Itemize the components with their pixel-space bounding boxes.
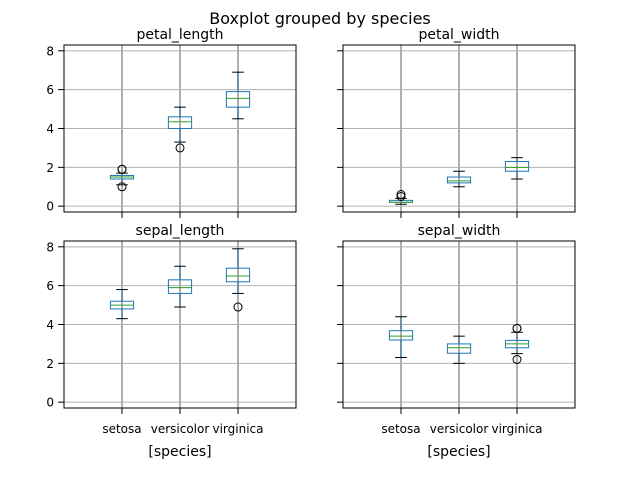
x-tick-label-versicolor: versicolor — [151, 422, 210, 436]
box-sepal-width-versicolor — [446, 335, 472, 364]
x-tick-label-versicolor: versicolor — [430, 422, 489, 436]
box-petal-length-virginica — [225, 71, 251, 120]
box-sepal-length-versicolor — [167, 265, 193, 308]
outlier-point — [512, 323, 522, 333]
subplot-title: petal_width — [418, 27, 499, 43]
outlier-point — [117, 164, 127, 174]
subplot-title: sepal_length — [136, 223, 225, 239]
x-tick-label-virginica: virginica — [213, 422, 264, 436]
box-petal-width-versicolor — [446, 170, 472, 188]
y-tick-label: 2 — [46, 357, 54, 371]
box-sepal-width-setosa — [388, 316, 414, 359]
box-sepal-length-virginica — [225, 248, 251, 312]
y-tick-label: 6 — [46, 83, 54, 97]
subplot-title: petal_length — [136, 27, 223, 43]
box-petal-width-setosa — [388, 190, 414, 205]
y-tick-label: 8 — [46, 44, 54, 58]
subplot-petal-length: 0 2 4 6 8 petal_length — [46, 27, 297, 218]
outlier-point — [396, 190, 406, 200]
box-iqr — [388, 330, 414, 341]
box-petal-width-virginica — [504, 157, 530, 180]
x-axis-label-left: [species] — [148, 444, 211, 460]
x-tick-label-setosa: setosa — [381, 422, 420, 436]
outlier-point — [175, 143, 185, 153]
subplot-sepal-width: setosa versicolor virginica sepal_width — [337, 223, 576, 436]
subplot-title: sepal_width — [418, 223, 501, 239]
box-iqr — [225, 91, 251, 108]
y-tick-label: 6 — [46, 279, 54, 293]
box-sepal-width-virginica — [504, 323, 530, 364]
outlier-point — [233, 302, 243, 312]
y-tick-label: 4 — [46, 122, 54, 136]
box-iqr — [504, 161, 530, 172]
box-iqr — [167, 279, 193, 294]
box-sepal-length-setosa — [109, 289, 135, 320]
figure-title: Boxplot grouped by species — [209, 9, 431, 28]
x-tick-label-virginica: virginica — [492, 422, 543, 436]
box-petal-length-versicolor — [167, 106, 193, 153]
axes-frame — [63, 240, 297, 409]
subplot-petal-width: petal_width — [337, 27, 576, 218]
box-iqr — [446, 343, 472, 354]
box-iqr — [167, 116, 193, 130]
subplot-sepal-length: 0 2 4 6 8 setosa versicolor virginica sepal_leng… — [46, 223, 297, 436]
axes-frame — [342, 240, 576, 409]
y-tick-label: 2 — [46, 161, 54, 175]
box-petal-length-setosa — [109, 164, 135, 192]
box-iqr — [225, 267, 251, 283]
box-iqr — [446, 176, 472, 184]
y-tick-label: 4 — [46, 318, 54, 332]
x-axis-label-right: [species] — [427, 444, 490, 460]
axes-frame — [63, 44, 297, 213]
outlier-point — [512, 354, 522, 364]
axes-frame — [342, 44, 576, 213]
y-tick-label: 8 — [46, 240, 54, 254]
y-tick-label: 0 — [46, 396, 54, 410]
y-tick-label: 0 — [46, 200, 54, 214]
x-tick-label-setosa: setosa — [102, 422, 141, 436]
outlier-point — [117, 182, 127, 192]
